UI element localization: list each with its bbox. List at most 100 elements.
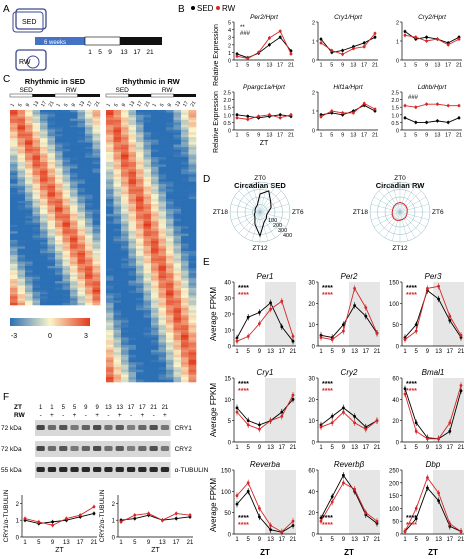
heatmap-cell bbox=[92, 185, 101, 189]
heatmap-cell bbox=[121, 280, 129, 284]
dark-phase-shading bbox=[349, 470, 380, 534]
heatmap-cell bbox=[32, 185, 41, 189]
heatmap-cell bbox=[85, 183, 93, 187]
heatmap-cell bbox=[10, 263, 18, 267]
heatmap-cell bbox=[121, 357, 129, 361]
polar-spoke bbox=[259, 211, 268, 242]
heatmap-cell bbox=[173, 352, 182, 356]
heatmap-cell bbox=[121, 196, 129, 200]
heatmap-cell bbox=[77, 235, 86, 239]
heatmap-cell bbox=[158, 250, 167, 254]
heatmap-cell bbox=[136, 270, 144, 274]
sed-point bbox=[258, 423, 261, 427]
rw-point bbox=[364, 511, 368, 515]
heatmap-cell bbox=[166, 159, 174, 163]
heatmap-cell bbox=[92, 203, 101, 206]
sed-point bbox=[235, 502, 239, 506]
sed-point bbox=[92, 512, 96, 515]
heatmap-cell bbox=[47, 175, 56, 178]
sed-point bbox=[269, 528, 272, 532]
heatmap-cell bbox=[70, 211, 78, 215]
heatmap-cell bbox=[17, 268, 26, 271]
heatmap-cell bbox=[173, 223, 182, 227]
polar-title: Circadian RW bbox=[376, 181, 426, 190]
heatmap-cell bbox=[166, 243, 174, 247]
y-tick-label: 20 bbox=[224, 313, 231, 319]
heatmap-cell bbox=[181, 159, 189, 163]
heatmap-cell bbox=[85, 231, 93, 234]
x-tick-label: 17 bbox=[446, 349, 453, 355]
x-tick-label: 1 bbox=[235, 63, 238, 69]
heatmap-cell bbox=[106, 154, 114, 158]
zt-tick-label: 5 bbox=[98, 49, 102, 56]
heatmap-cell bbox=[77, 279, 86, 282]
heatmap-cell bbox=[166, 263, 174, 267]
rw-point bbox=[352, 111, 355, 115]
sed-point bbox=[437, 499, 440, 503]
blot-band bbox=[115, 425, 124, 430]
heatmap-cell bbox=[113, 142, 122, 145]
heatmap-cell bbox=[151, 268, 159, 272]
heatmap-cell bbox=[106, 201, 114, 205]
heatmap-cell bbox=[106, 139, 114, 143]
heatmap-cell bbox=[10, 292, 18, 295]
heatmap-zt-label: 5 bbox=[159, 102, 166, 108]
y-tick-label: 10 bbox=[224, 398, 231, 404]
heatmap-cell bbox=[143, 110, 152, 113]
heatmap-cell bbox=[158, 330, 167, 333]
heatmap-cell bbox=[173, 359, 182, 363]
heatmap-cell bbox=[121, 349, 129, 353]
heatmap-cell bbox=[143, 344, 152, 348]
heatmap-cell bbox=[85, 287, 93, 291]
heatmap-cell bbox=[151, 330, 159, 333]
heatmap-cell bbox=[55, 146, 63, 150]
heatmap-cell bbox=[166, 122, 174, 126]
heatmap-cell bbox=[55, 170, 63, 174]
heatmap-cell bbox=[121, 164, 129, 168]
blot-band bbox=[36, 425, 45, 430]
heatmap-cell bbox=[106, 295, 114, 299]
heatmap-cell bbox=[181, 270, 189, 274]
blot-rw-value: - bbox=[85, 412, 87, 419]
heatmap-cell bbox=[173, 332, 182, 336]
heatmap-cell bbox=[173, 189, 182, 192]
heatmap-cell bbox=[166, 248, 174, 252]
heatmap-cell bbox=[143, 280, 152, 284]
heatmap-cell bbox=[128, 270, 137, 274]
heatmap-cell bbox=[77, 172, 86, 176]
heatmap-cell bbox=[55, 196, 63, 200]
heatmap-cell bbox=[55, 253, 63, 256]
heatmap-cell bbox=[121, 300, 129, 304]
heatmap-cell bbox=[47, 248, 56, 252]
heatmap-cell bbox=[151, 228, 159, 232]
heatmap-cell bbox=[10, 153, 18, 156]
rw-point bbox=[269, 307, 272, 311]
heatmap-cell bbox=[113, 253, 122, 257]
x-tick-label: 9 bbox=[257, 63, 260, 69]
heatmap-cell bbox=[55, 120, 63, 124]
heatmap-cell bbox=[40, 242, 48, 245]
heatmap-cell bbox=[77, 192, 86, 195]
heatmap-cell bbox=[47, 123, 56, 126]
heatmap-cell bbox=[151, 278, 159, 281]
polar-spoke bbox=[259, 196, 287, 213]
heatmap-cell bbox=[173, 142, 182, 145]
heatmap-cell bbox=[55, 185, 63, 189]
heatmap-cell bbox=[151, 208, 159, 212]
y-tick-label: 10 bbox=[224, 329, 231, 335]
heatmap-cell bbox=[85, 220, 93, 223]
heatmap-cell bbox=[158, 189, 167, 192]
polar-zt-label: ZT12 bbox=[392, 245, 408, 252]
rw-point bbox=[246, 117, 250, 121]
heatmap-cell bbox=[17, 159, 26, 163]
heatmap-cell bbox=[55, 144, 63, 148]
heatmap-cell bbox=[85, 144, 93, 148]
heatmap-cell bbox=[32, 246, 41, 249]
heatmap-cell bbox=[106, 265, 114, 269]
heatmap-cell bbox=[151, 359, 159, 363]
heatmap-cell bbox=[166, 305, 174, 309]
heatmap-cell bbox=[143, 208, 152, 212]
heatmap-cell bbox=[47, 120, 56, 124]
